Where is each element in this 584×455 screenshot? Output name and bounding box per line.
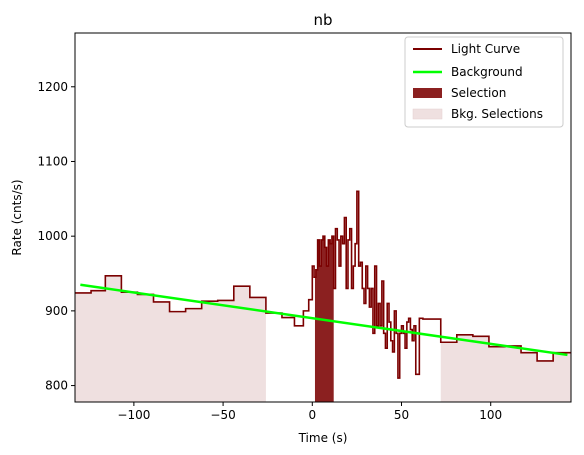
y-tick-label: 1000: [37, 229, 68, 243]
legend-bkg-selections-label: Bkg. Selections: [451, 107, 543, 121]
x-tick-label: −50: [210, 408, 235, 422]
x-tick-label: 50: [394, 408, 409, 422]
bkg-selection-region: [440, 334, 571, 402]
legend-box: [404, 36, 564, 128]
x-tick-label: 100: [479, 408, 502, 422]
background-line: [80, 283, 568, 357]
legend-background-label: Background: [451, 65, 523, 79]
y-tick-label: 1200: [37, 80, 68, 94]
x-tick-label: −100: [117, 408, 150, 422]
x-axis-ticks: −100 −50 0 50 100: [117, 402, 502, 422]
chart-title: nb: [313, 11, 332, 29]
y-tick-label: 1100: [37, 154, 68, 168]
y-axis-label: Rate (cnts/s): [10, 179, 24, 255]
legend: Light Curve Background Selection Bkg. Se…: [404, 36, 564, 128]
y-axis-ticks: 800 900 1000 1100 1200: [37, 80, 75, 393]
legend-selection-label: Selection: [451, 86, 506, 100]
legend-selection-swatch: [413, 88, 442, 98]
background-layer: [80, 283, 568, 357]
light-curve-layer: [75, 190, 571, 379]
plot-frame: [74, 32, 572, 403]
bkg-selection-region: [75, 275, 266, 402]
bkg-selection-regions: [75, 275, 571, 402]
light-curve-line: [75, 190, 571, 379]
y-tick-label: 800: [45, 379, 68, 393]
legend-light-curve-label: Light Curve: [451, 42, 520, 56]
legend-bkg-selections-swatch: [412, 108, 443, 120]
x-tick-label: 0: [308, 408, 316, 422]
y-tick-label: 900: [45, 304, 68, 318]
x-axis-label: Time (s): [298, 431, 348, 445]
